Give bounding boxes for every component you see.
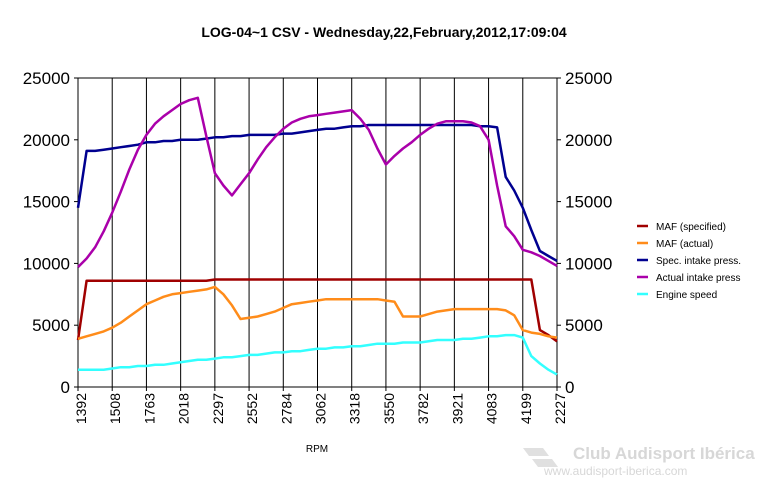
legend: MAF (specified) MAF (actual) Spec. intake …: [637, 222, 741, 301]
x-tick-label: 4083: [484, 393, 500, 424]
x-tick-label: 3782: [415, 393, 431, 424]
legend-label: Actual intake press: [656, 273, 741, 284]
legend-label: Engine speed: [656, 290, 717, 301]
y-tick-label-left: 20000: [23, 131, 70, 150]
series-line-engine-speed: [78, 333, 558, 376]
x-tick-label: 3062: [313, 393, 329, 424]
axes: [74, 77, 561, 391]
x-tick-label: 2297: [210, 393, 226, 424]
x-tick-label: 3550: [381, 393, 397, 424]
series-line-maf-specified: [76, 278, 558, 343]
series: [76, 96, 558, 376]
y-tick-label-right: 20000: [565, 131, 612, 150]
y-tick-label-left: 25000: [23, 69, 70, 88]
legend-label: MAF (actual): [656, 239, 713, 250]
watermark: Club Audisport Ibérica www.audisport-ibe…: [523, 444, 755, 478]
x-tick-label: 4199: [518, 393, 534, 424]
watermark-brand: Club Audisport Ibérica: [573, 444, 755, 463]
x-tick-label: 3318: [347, 393, 363, 424]
y-axis-left-ticks: 0 5000 10000 15000 20000 25000: [23, 69, 70, 397]
y-axis-right-ticks: 0 5000 10000 15000 20000 25000: [565, 69, 612, 397]
grid: [77, 77, 558, 388]
y-tick-label-left: 15000: [23, 193, 70, 212]
y-tick-label-right: 5000: [565, 316, 603, 335]
y-tick-label-left: 10000: [23, 254, 70, 273]
x-axis-label: RPM: [306, 444, 328, 455]
x-tick-label: 2552: [244, 393, 260, 424]
y-tick-label-left: 5000: [32, 316, 70, 335]
y-tick-label-right: 10000: [565, 254, 612, 273]
watermark-logo: [523, 448, 558, 467]
y-tick-label-left: 0: [61, 378, 70, 397]
y-tick-label-right: 15000: [565, 193, 612, 212]
chart-title: LOG-04~1 CSV - Wednesday,22,February,201…: [201, 24, 567, 40]
x-tick-label: 1763: [141, 393, 157, 424]
x-tick-label: 1508: [107, 393, 123, 424]
y-tick-label-right: 25000: [565, 69, 612, 88]
x-axis-ticks: 1392 1508 1763 2018 2297 2552 2784 3062 3318 3550…: [73, 393, 568, 424]
legend-label: MAF (specified): [656, 222, 726, 233]
x-tick-label: 2227: [552, 393, 568, 424]
series-line-maf-actual: [77, 285, 558, 341]
x-tick-label: 2784: [278, 393, 294, 424]
x-tick-label: 2018: [176, 393, 192, 424]
watermark-url: www.audisport-iberica.com: [543, 464, 687, 478]
series-line-actual-intake-press: [77, 96, 558, 268]
y-tick-label-right: 0: [565, 378, 574, 397]
x-tick-label: 1392: [73, 393, 89, 424]
x-tick-label: 3921: [449, 393, 465, 424]
legend-label: Spec. intake press.: [656, 256, 741, 267]
